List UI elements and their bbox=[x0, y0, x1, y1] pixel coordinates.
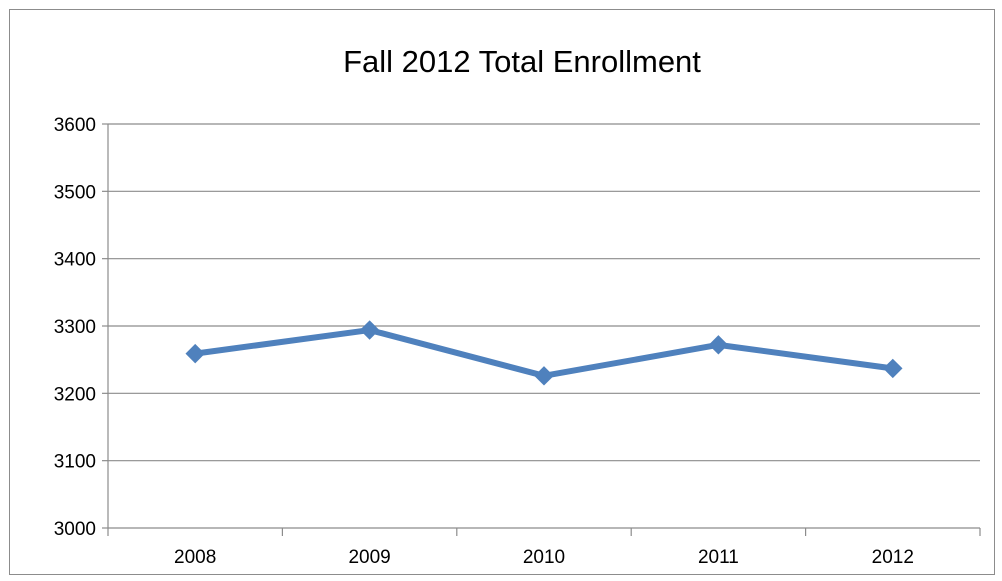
y-tick-label: 3400 bbox=[54, 250, 96, 271]
y-tick-label: 3000 bbox=[54, 519, 96, 540]
data-point-2010 bbox=[534, 366, 554, 386]
x-tick-label: 2010 bbox=[523, 547, 565, 568]
data-point-2008 bbox=[185, 343, 205, 364]
x-tick-label: 2012 bbox=[872, 547, 914, 568]
y-tick-labels: 3000 3100 3200 3300 3400 3500 3600 bbox=[54, 115, 96, 540]
series-layer bbox=[185, 320, 903, 386]
gridlines bbox=[108, 123, 980, 462]
chart-frame bbox=[9, 9, 995, 575]
axes bbox=[102, 123, 981, 536]
chart-title: Fall 2012 Total Enrollment bbox=[343, 44, 701, 79]
x-tick-labels: 2008 2009 2010 2011 2012 bbox=[174, 547, 914, 568]
data-point-2012 bbox=[883, 358, 903, 379]
y-tick-label: 3300 bbox=[54, 317, 96, 338]
y-tick-label: 3500 bbox=[54, 182, 96, 203]
y-tick-label: 3600 bbox=[54, 115, 96, 136]
y-tick-label: 3100 bbox=[54, 452, 96, 473]
x-tick-label: 2009 bbox=[348, 547, 390, 568]
y-tick-label: 3200 bbox=[54, 384, 96, 405]
data-point-2011 bbox=[708, 335, 729, 355]
x-tick-label: 2008 bbox=[174, 547, 216, 568]
x-tick-label: 2011 bbox=[698, 547, 739, 568]
data-point-2009 bbox=[359, 320, 380, 340]
